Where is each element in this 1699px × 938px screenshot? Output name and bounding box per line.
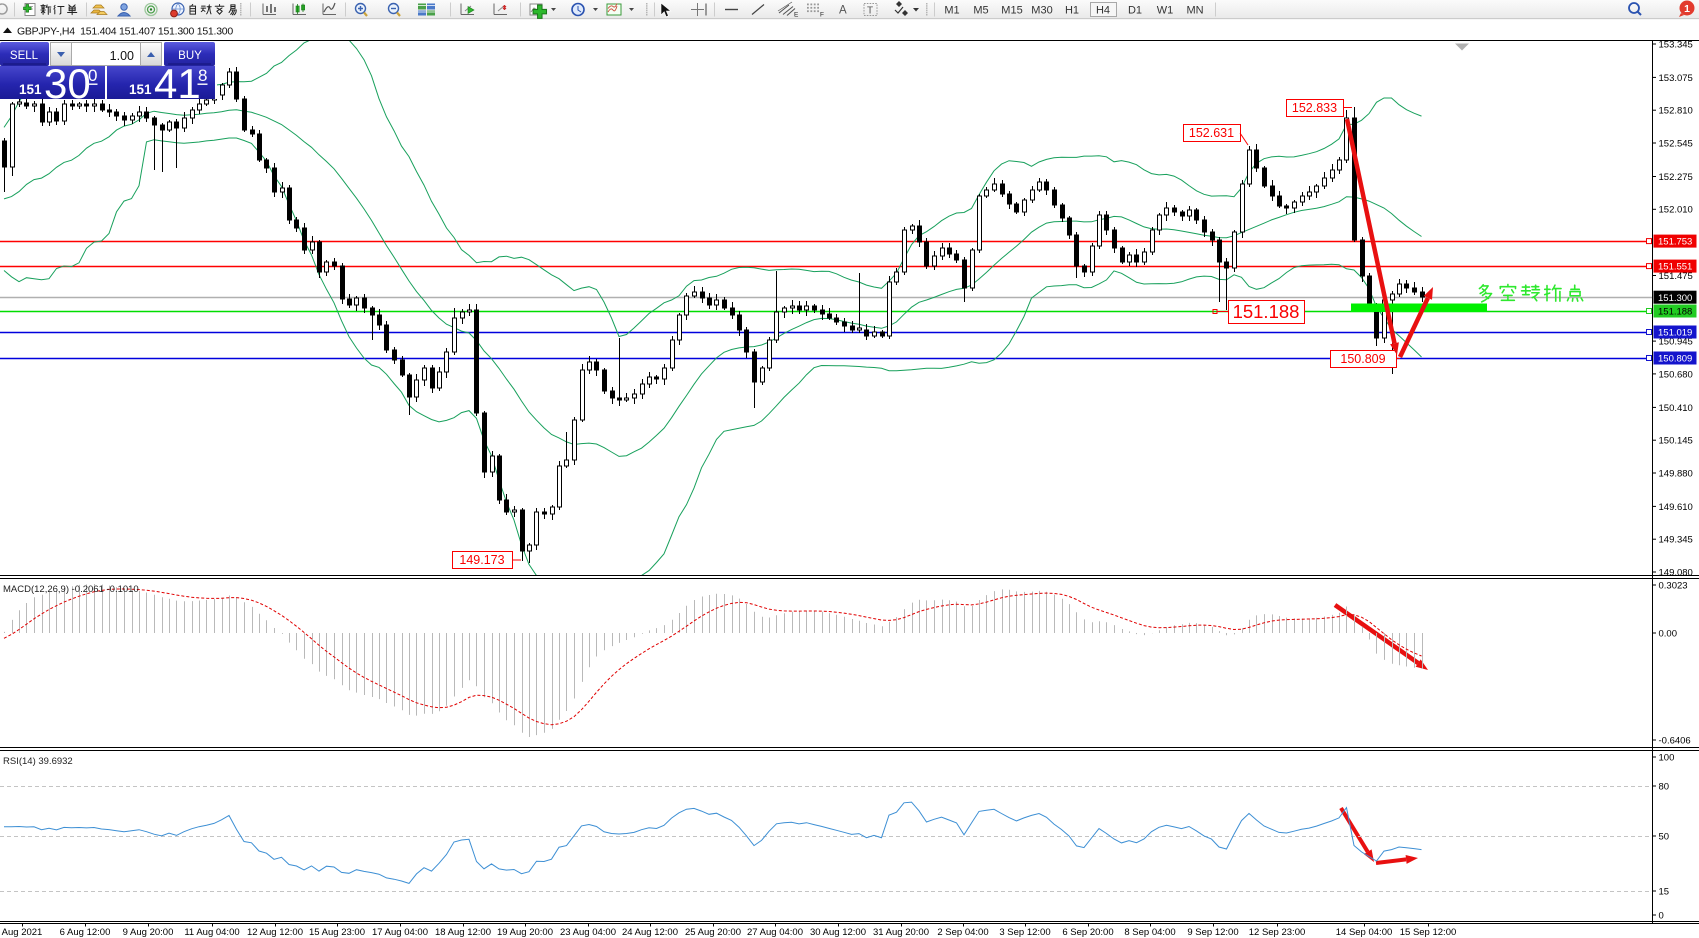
svg-text:150.809: 150.809: [1658, 354, 1692, 365]
svg-text:80: 80: [1659, 781, 1670, 792]
svg-text:149.345: 149.345: [1659, 535, 1693, 546]
svg-text:151: 151: [129, 82, 152, 97]
svg-text:15: 15: [1659, 886, 1670, 897]
svg-text:1: 1: [1684, 3, 1690, 15]
svg-text:151.188: 151.188: [1658, 307, 1692, 318]
svg-text:153.075: 153.075: [1659, 73, 1693, 84]
svg-text:BUY: BUY: [178, 50, 202, 62]
svg-text:14 Sep 04:00: 14 Sep 04:00: [1336, 927, 1393, 938]
svg-text:8: 8: [198, 66, 207, 85]
svg-text:11 Aug 04:00: 11 Aug 04:00: [184, 927, 239, 938]
svg-text:8 Sep 04:00: 8 Sep 04:00: [1124, 927, 1175, 938]
svg-text:12 Aug 12:00: 12 Aug 12:00: [247, 927, 303, 938]
svg-text:M1: M1: [944, 5, 959, 17]
svg-text:9 Sep 12:00: 9 Sep 12:00: [1187, 927, 1238, 938]
svg-text:0.3023: 0.3023: [1659, 580, 1688, 591]
svg-text:M30: M30: [1031, 5, 1052, 17]
svg-text:15 Aug 23:00: 15 Aug 23:00: [309, 927, 365, 938]
svg-text:152.631: 152.631: [1189, 126, 1234, 140]
svg-text:151.475: 151.475: [1659, 271, 1693, 282]
svg-text:6 Aug 12:00: 6 Aug 12:00: [60, 927, 111, 938]
svg-text:M15: M15: [1001, 5, 1022, 17]
svg-text:1.00: 1.00: [110, 49, 134, 63]
svg-text:149.080: 149.080: [1659, 567, 1693, 578]
svg-text:150.945: 150.945: [1659, 337, 1693, 348]
svg-text:151.019: 151.019: [1658, 328, 1692, 339]
svg-text:23 Aug 04:00: 23 Aug 04:00: [560, 927, 616, 938]
svg-text:150.145: 150.145: [1659, 436, 1693, 447]
svg-text:152.545: 152.545: [1659, 138, 1693, 149]
svg-text:150.410: 150.410: [1659, 403, 1693, 414]
svg-text:149.173: 149.173: [459, 553, 504, 567]
svg-text:152.010: 152.010: [1659, 205, 1693, 216]
svg-text:152.810: 152.810: [1659, 106, 1693, 117]
svg-text:151.753: 151.753: [1658, 237, 1692, 248]
svg-text:2 Sep 04:00: 2 Sep 04:00: [937, 927, 988, 938]
svg-text:153.345: 153.345: [1659, 39, 1693, 50]
svg-text:151.188: 151.188: [1233, 301, 1300, 322]
svg-text:A: A: [839, 5, 847, 17]
svg-text:E: E: [794, 12, 799, 19]
svg-text:149.610: 149.610: [1659, 502, 1693, 513]
svg-text:H1: H1: [1065, 5, 1079, 17]
svg-text:MACD(12,26,9) -0.2061 -0.1010: MACD(12,26,9) -0.2061 -0.1010: [3, 584, 139, 595]
svg-text:149.880: 149.880: [1659, 468, 1693, 479]
svg-text:41: 41: [154, 60, 201, 107]
svg-text:0.00: 0.00: [1659, 628, 1678, 639]
svg-text:M5: M5: [973, 5, 988, 17]
svg-text:27 Aug 04:00: 27 Aug 04:00: [747, 927, 803, 938]
svg-text:50: 50: [1659, 831, 1670, 842]
svg-text:6 Sep 20:00: 6 Sep 20:00: [1062, 927, 1113, 938]
svg-text:19 Aug 20:00: 19 Aug 20:00: [497, 927, 553, 938]
svg-text:150.809: 150.809: [1340, 352, 1385, 366]
svg-text:0: 0: [88, 66, 97, 85]
svg-text:15 Sep 12:00: 15 Sep 12:00: [1400, 927, 1457, 938]
svg-text:151.551: 151.551: [1658, 262, 1692, 273]
svg-text:3 Sep 12:00: 3 Sep 12:00: [999, 927, 1050, 938]
svg-text:9 Aug 20:00: 9 Aug 20:00: [123, 927, 174, 938]
svg-text:25 Aug 20:00: 25 Aug 20:00: [685, 927, 741, 938]
svg-text:152.275: 152.275: [1659, 172, 1693, 183]
svg-text:SELL: SELL: [10, 50, 39, 62]
svg-text:W1: W1: [1157, 5, 1174, 17]
svg-text:151: 151: [19, 82, 42, 97]
svg-text:30 Aug 12:00: 30 Aug 12:00: [810, 927, 866, 938]
svg-text:12 Sep 23:00: 12 Sep 23:00: [1249, 927, 1306, 938]
svg-text:RSI(14) 39.6932: RSI(14) 39.6932: [3, 756, 73, 767]
svg-text:GBPJPY-,H4 151.404 151.407 15: GBPJPY-,H4 151.404 151.407 151.300 151.3…: [17, 26, 233, 38]
svg-text:D1: D1: [1128, 5, 1142, 17]
svg-text:24 Aug 12:00: 24 Aug 12:00: [622, 927, 678, 938]
svg-text:F: F: [820, 12, 824, 19]
svg-text:100: 100: [1659, 752, 1675, 763]
svg-text:0: 0: [1659, 910, 1664, 921]
svg-text:17 Aug 04:00: 17 Aug 04:00: [372, 927, 428, 938]
svg-text:Aug 2021: Aug 2021: [2, 927, 43, 938]
svg-text:31 Aug 20:00: 31 Aug 20:00: [873, 927, 929, 938]
svg-text:-0.6406: -0.6406: [1659, 735, 1691, 746]
svg-text:18 Aug 12:00: 18 Aug 12:00: [435, 927, 491, 938]
svg-text:H4: H4: [1096, 5, 1110, 17]
svg-text:30: 30: [44, 60, 91, 107]
svg-text:T: T: [867, 6, 873, 17]
svg-text:MN: MN: [1186, 5, 1203, 17]
svg-text:152.833: 152.833: [1292, 101, 1337, 115]
svg-text:151.300: 151.300: [1658, 293, 1692, 304]
svg-text:150.680: 150.680: [1659, 369, 1693, 380]
